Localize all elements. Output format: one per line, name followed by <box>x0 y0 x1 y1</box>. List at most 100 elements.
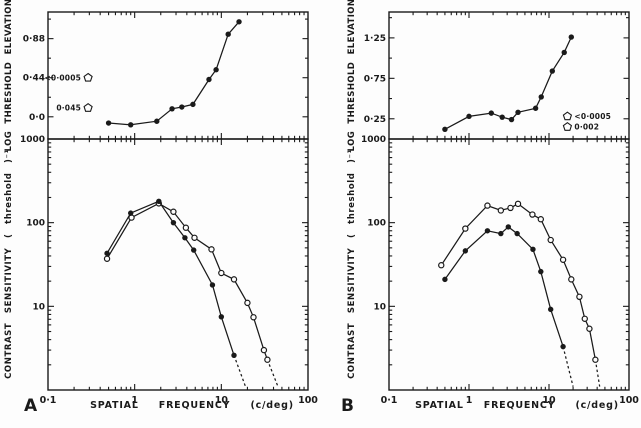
pentagon-symbol <box>562 122 573 131</box>
series-filled-circles <box>106 200 235 356</box>
filled-circle-marker <box>170 219 177 226</box>
open-circle-marker <box>208 246 215 253</box>
open-circle-marker <box>529 211 536 218</box>
filled-circle-marker <box>462 248 469 254</box>
series-threshold-elevation <box>108 21 240 126</box>
a-xaxis-label: SPATIAL FREQUENCY (c/deg) <box>90 400 294 411</box>
open-circle-marker <box>576 293 583 301</box>
open-circle-marker <box>581 315 588 322</box>
filled-circle-marker <box>515 109 521 116</box>
open-circle-marker <box>244 299 251 307</box>
filled-circle-marker <box>213 67 219 73</box>
open-circle-marker <box>438 262 445 269</box>
filled-circle-marker <box>560 343 566 350</box>
filled-circle-marker <box>209 282 216 288</box>
filled-circle-marker <box>466 113 472 120</box>
pentagon-symbol <box>562 111 573 121</box>
open-circle-marker <box>559 256 567 263</box>
chart-a_top: 0·0 0·44 0·88 <0·0005 0·045 <box>23 11 309 140</box>
filled-circle-marker <box>547 306 554 313</box>
open-circle-marker <box>103 255 111 262</box>
open-circle-marker <box>250 314 257 321</box>
svg-text:0·44: 0·44 <box>23 74 45 84</box>
svg-text:0·25: 0·25 <box>364 115 386 125</box>
series-threshold-elevation <box>444 36 572 130</box>
svg-text:100: 100 <box>298 395 318 406</box>
open-circle-marker <box>230 276 238 283</box>
svg-text:1: 1 <box>466 395 473 406</box>
svg-text:0·88: 0·88 <box>23 35 45 45</box>
filled-circle-marker <box>538 94 544 100</box>
b-bottom-ylabel: CONTRAST SENSITIVITY ( threshold )⁻¹ <box>347 149 357 379</box>
filled-circle-marker <box>104 250 110 257</box>
open-circle-marker <box>484 202 491 209</box>
a-top-ylabel: LOG THRESHOLD ELEVATION <box>4 0 14 152</box>
open-circle-marker <box>507 204 514 212</box>
svg-text:10: 10 <box>215 395 229 406</box>
pentagon-symbol <box>83 103 93 112</box>
filled-circle-marker <box>169 106 175 112</box>
b-top-ylabel: LOG THRESHOLD ELEVATION <box>347 0 357 152</box>
filled-circle-marker <box>182 235 188 241</box>
filled-circle-marker <box>231 352 237 358</box>
open-circle-marker <box>264 356 271 363</box>
filled-circle-marker <box>191 247 197 253</box>
svg-text:10: 10 <box>32 302 45 312</box>
svg-text:0·0: 0·0 <box>29 113 45 123</box>
open-circle-marker <box>260 346 268 354</box>
svg-text:100: 100 <box>26 219 45 229</box>
filled-circle-marker <box>105 120 112 126</box>
svg-text:10: 10 <box>373 302 386 312</box>
filled-circle-marker <box>499 114 505 120</box>
svg-text:0·75: 0·75 <box>364 74 386 84</box>
open-circle-marker <box>170 208 177 215</box>
filled-circle-marker <box>218 314 225 320</box>
pentagon-symbol <box>83 72 93 82</box>
open-circle-marker <box>191 234 198 241</box>
svg-text:0·002: 0·002 <box>574 122 599 131</box>
svg-text:10: 10 <box>542 395 556 406</box>
filled-circle-marker <box>442 126 448 132</box>
svg-text:0·045: 0·045 <box>56 104 81 113</box>
svg-text:100: 100 <box>367 219 386 229</box>
open-circle-marker <box>514 200 522 208</box>
series-filled-circles <box>444 226 564 347</box>
svg-text:<0·0005: <0·0005 <box>574 112 611 121</box>
filled-circle-marker <box>561 49 567 56</box>
filled-circle-marker <box>190 101 196 108</box>
svg-text:100: 100 <box>619 395 639 406</box>
chart-b_bottom: 10 100 1000 0·1 1 10 100 <box>361 135 639 406</box>
open-circle-marker <box>182 224 190 231</box>
panel-b-letter: B <box>341 396 354 416</box>
filled-circle-marker <box>236 19 242 25</box>
filled-circle-marker <box>508 116 515 123</box>
svg-text:1·25: 1·25 <box>364 34 386 44</box>
filled-circle-marker <box>442 276 448 283</box>
panel-a-letter: A <box>24 396 38 416</box>
open-circle-marker <box>592 356 599 363</box>
open-circle-marker <box>218 269 225 277</box>
filled-circle-marker <box>128 210 134 216</box>
open-circle-marker <box>547 236 554 244</box>
filled-circle-marker <box>154 118 160 124</box>
filled-circle-marker <box>225 31 231 37</box>
chart-a_bottom: 10 100 1000 0·1 1 10 100 <box>20 135 318 406</box>
svg-text:0·1: 0·1 <box>40 395 57 406</box>
svg-text:0·1: 0·1 <box>381 395 398 406</box>
filled-circle-marker <box>530 246 536 253</box>
filled-circle-marker <box>538 268 544 275</box>
svg-text:1000: 1000 <box>361 135 386 145</box>
filled-circle-marker <box>484 228 491 234</box>
svg-text:1: 1 <box>131 395 138 406</box>
filled-circle-marker <box>179 104 185 110</box>
open-circle-marker <box>462 225 469 232</box>
filled-circle-marker <box>156 198 162 205</box>
filled-circle-marker <box>505 224 512 230</box>
open-circle-marker <box>537 216 545 223</box>
a-bottom-ylabel: CONTRAST SENSITIVITY ( threshold )⁻¹ <box>4 149 14 379</box>
filled-circle-marker <box>549 68 556 74</box>
filled-circle-marker <box>568 34 575 40</box>
b-xaxis-label: SPATIAL FREQUENCY (c/deg) <box>415 400 619 411</box>
